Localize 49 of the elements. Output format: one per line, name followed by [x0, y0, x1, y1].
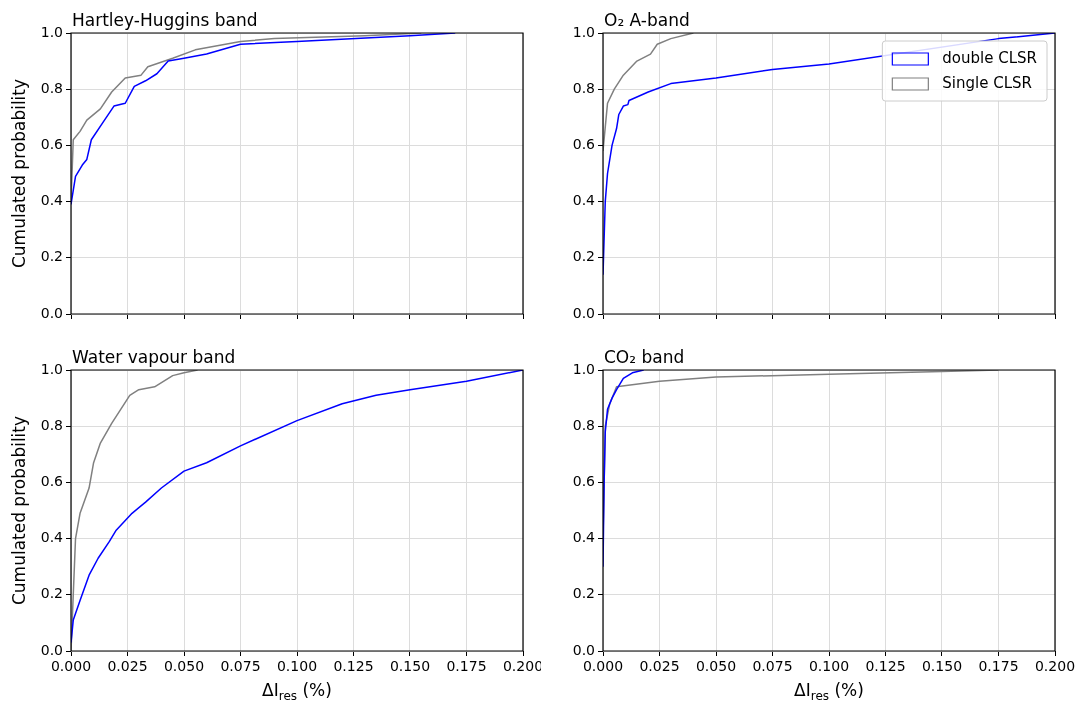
- y-tick-label: 0.8: [572, 79, 595, 96]
- x-tick-label: 0.075: [752, 658, 793, 675]
- x-tick-label: 0.175: [446, 658, 487, 675]
- y-tick-label: 0.6: [572, 473, 596, 490]
- y-tick-label: 0.2: [40, 585, 63, 602]
- chart-title: Hartley-Huggins band: [72, 10, 258, 30]
- x-tick-label: 0.050: [695, 658, 737, 675]
- y-tick-label: 0.6: [572, 136, 596, 153]
- legend-label: double CLSR: [942, 48, 1038, 67]
- x-tick-label: 0.175: [978, 658, 1019, 675]
- y-tick-label: 0.4: [572, 192, 596, 209]
- y-tick-label: 0.8: [40, 416, 63, 433]
- x-tick-label: 0.050: [163, 658, 205, 675]
- y-tick-label: 1.0: [572, 360, 595, 377]
- y-tick-label: 0.2: [40, 248, 63, 265]
- y-tick-label: 0.4: [40, 529, 64, 546]
- x-tick-label: 0.025: [107, 658, 148, 675]
- x-tick-label: 0.025: [639, 658, 680, 675]
- y-tick-label: 0.0: [40, 641, 63, 658]
- y-axis-title: Cumulated probability: [9, 415, 29, 606]
- x-tick-label: 0.125: [333, 658, 374, 675]
- y-tick-label: 0.2: [572, 585, 595, 602]
- legend-label: Single CLSR: [942, 73, 1032, 92]
- y-tick-label: 0.2: [572, 248, 595, 265]
- y-tick-label: 0.8: [40, 79, 63, 96]
- x-tick-label: 0.000: [582, 658, 624, 675]
- y-tick-label: 0.4: [40, 192, 64, 209]
- x-tick-label: 0.150: [389, 658, 431, 675]
- x-tick-label: 0.075: [220, 658, 261, 675]
- x-tick-label: 0.125: [865, 658, 906, 675]
- chart-title: O₂ A-band: [604, 10, 690, 30]
- y-tick-label: 1.0: [40, 23, 63, 40]
- x-tick-label: 0.000: [50, 658, 92, 675]
- chart-title: CO₂ band: [604, 347, 685, 367]
- y-tick-label: 0.6: [40, 473, 64, 490]
- y-tick-label: 0.6: [40, 136, 64, 153]
- x-tick-label: 0.100: [276, 658, 318, 675]
- y-tick-label: 0.4: [572, 529, 596, 546]
- y-tick-label: 0.0: [40, 304, 63, 321]
- y-tick-label: 1.0: [572, 23, 595, 40]
- y-tick-label: 0.0: [572, 641, 595, 658]
- x-tick-label: 0.100: [808, 658, 850, 675]
- y-tick-label: 0.0: [572, 304, 595, 321]
- y-tick-label: 1.0: [40, 360, 63, 377]
- chart-title: Water vapour band: [72, 347, 236, 367]
- y-tick-label: 0.8: [572, 416, 595, 433]
- x-tick-label: 0.150: [921, 658, 963, 675]
- y-axis-title: Cumulated probability: [9, 78, 29, 269]
- x-tick-label: 0.200: [1034, 658, 1076, 675]
